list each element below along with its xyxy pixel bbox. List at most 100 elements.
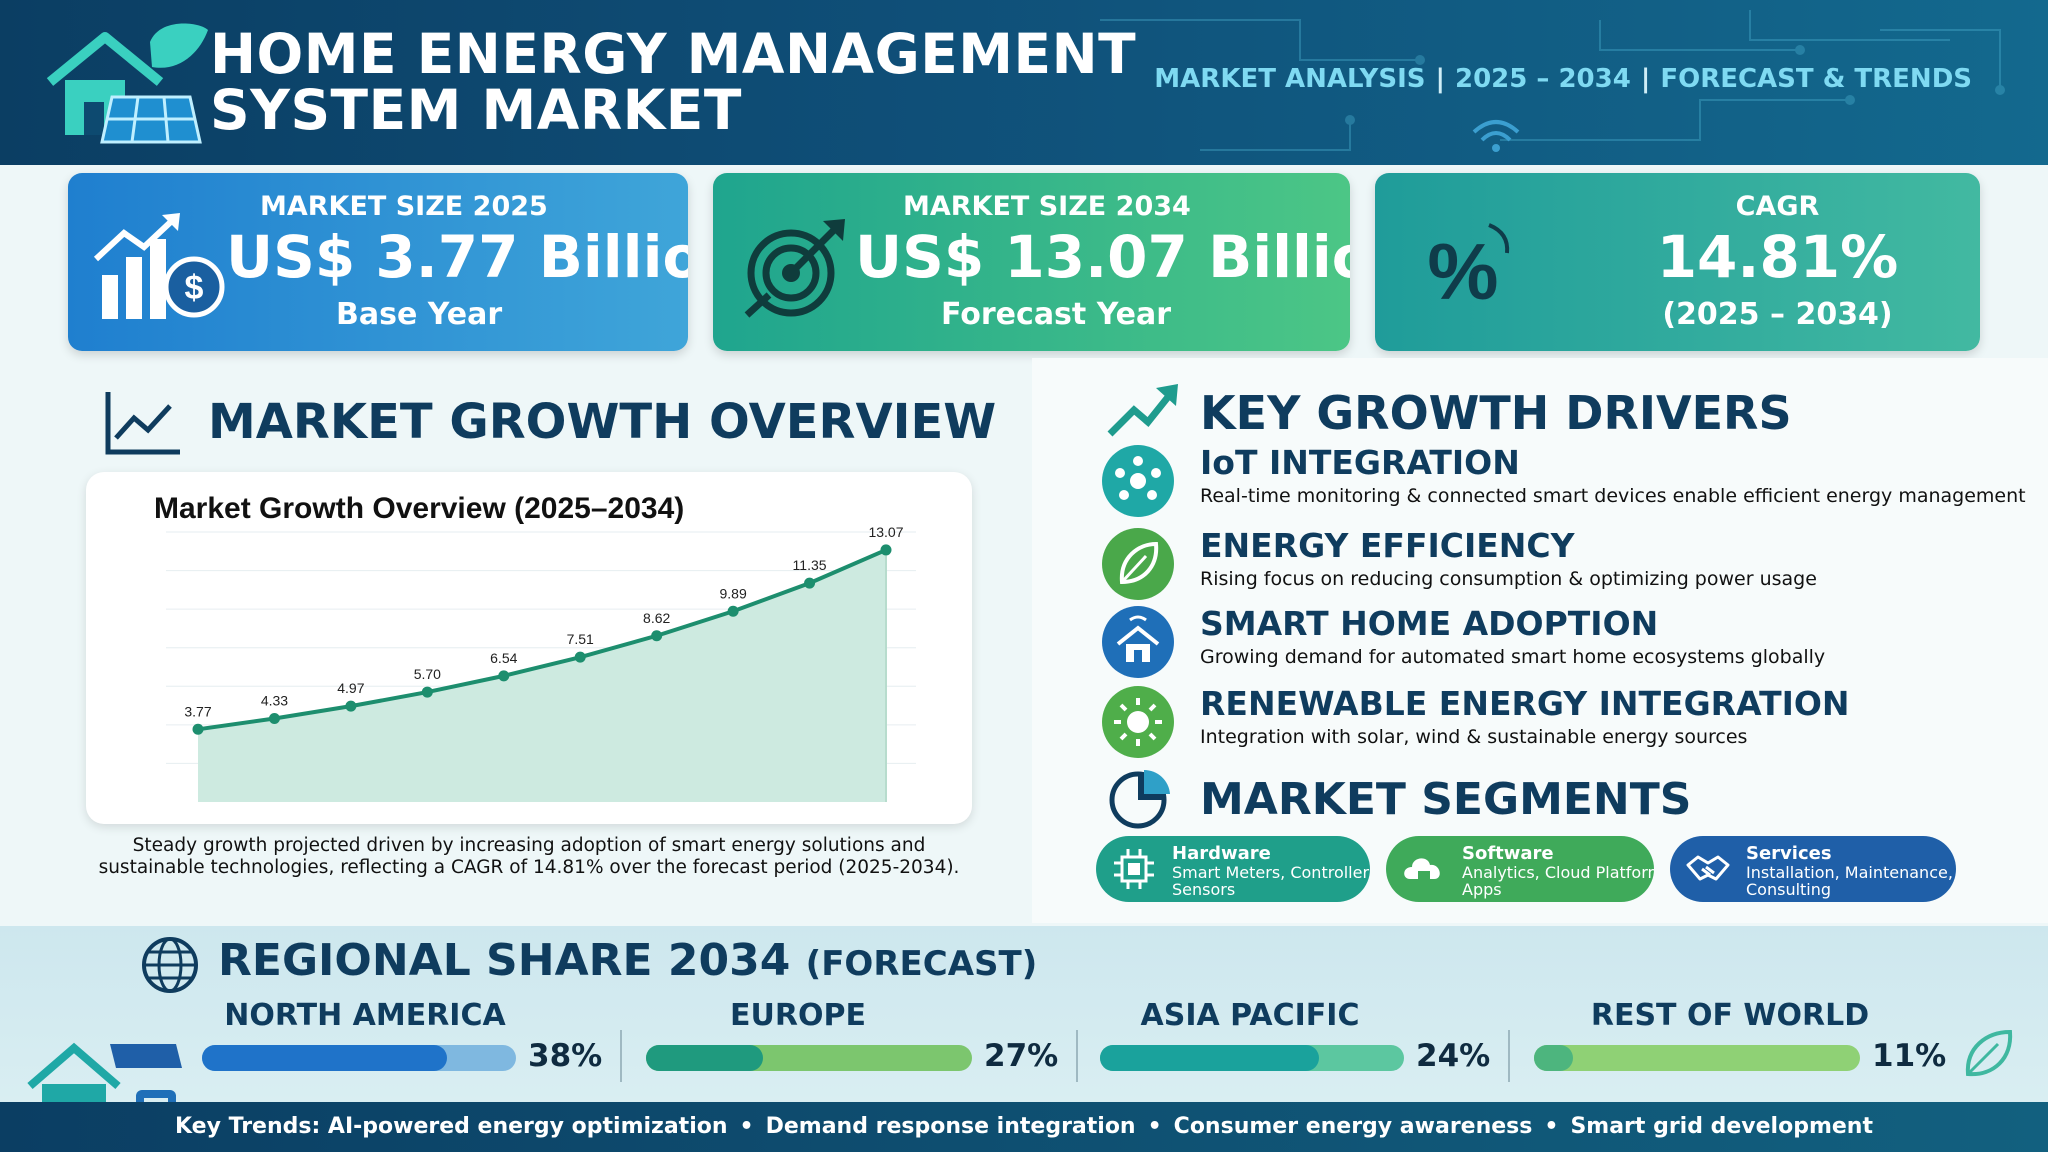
trend-item: Demand response integration (765, 1114, 1136, 1139)
title-line-1: HOME ENERGY MANAGEMENT (210, 22, 1137, 86)
trend-item: Consumer energy awareness (1173, 1114, 1533, 1139)
stat-value: US$ 3.77 Billion (226, 223, 688, 291)
region-name: NORTH AMERICA (224, 998, 506, 1033)
header-tagline: MARKET ANALYSIS | 2025 – 2034 | FORECAST & T… (1154, 64, 1972, 94)
chart-data-label: 11.35 (793, 557, 827, 573)
tag-separator: | (1435, 64, 1445, 94)
region-share-bar (1534, 1045, 1860, 1071)
footer-trends: Key Trends: AI-powered energy optimizati… (0, 1102, 2048, 1152)
regional-title-suffix: (FORECAST) (805, 944, 1038, 984)
region-share-fill (646, 1045, 764, 1071)
driver-title: SMART HOME ADOPTION (1200, 604, 1659, 643)
driver-title: IoT INTEGRATION (1200, 443, 1520, 482)
tag-forecast: FORECAST & TRENDS (1660, 64, 1972, 94)
circuit-pattern-decoration (1100, 10, 2005, 151)
stat-card-market-2034: MARKET SIZE 2034 US$ 13.07 Billion Forec… (713, 173, 1350, 351)
segments-section-title: MARKET SEGMENTS (1200, 774, 1692, 825)
trend-arrow-icon (1107, 384, 1178, 437)
regional-title-main: REGIONAL SHARE 2034 (218, 935, 791, 986)
region-name: REST OF WORLD (1590, 998, 1870, 1033)
region-share-fill (202, 1045, 447, 1071)
chart-data-label: 3.77 (184, 703, 211, 719)
growth-section-title: MARKET GROWTH OVERVIEW (208, 394, 997, 450)
segment-software: Software Analytics, Cloud Platforms, App… (1386, 836, 1654, 902)
growth-area-chart: 3.77 4.33 4.97 5.70 6.54 7.51 8.62 9.89 11.35 13.… (154, 492, 916, 802)
chart-data-label: 7.51 (567, 631, 594, 647)
chart-data-label: 6.54 (490, 650, 517, 666)
growth-chart-card: 3.77 4.33 4.97 5.70 6.54 7.51 8.62 9.89 11.35 13.… (86, 472, 972, 824)
header-banner: HOME ENERGY MANAGEMENT SYSTEM MARKET MAR… (0, 0, 2048, 165)
region-name: ASIA PACIFIC (1140, 998, 1360, 1033)
chart-data-label: 4.97 (337, 680, 364, 696)
driver-desc: Rising focus on reducing consumption & o… (1200, 568, 1817, 590)
regional-title: REGIONAL SHARE 2034 (FORECAST) (218, 935, 1037, 986)
segment-hardware: Hardware Smart Meters, Controllers, Sens… (1096, 836, 1370, 902)
stat-label: CAGR (1735, 191, 1820, 222)
chart-data-label: 13.07 (868, 524, 903, 540)
svg-text:%: % (1427, 227, 1498, 313)
driver-title: ENERGY EFFICIENCY (1200, 526, 1575, 565)
region-pct: 24% (1416, 1038, 1491, 1074)
chart-point (345, 700, 357, 712)
region-share-fill (1100, 1045, 1319, 1071)
chart-point (727, 605, 739, 617)
page-title: HOME ENERGY MANAGEMENT SYSTEM MARKET (210, 26, 1136, 138)
chart-point (498, 670, 510, 682)
stat-label: MARKET SIZE 2025 (260, 191, 548, 222)
growth-chart-icon (105, 392, 180, 455)
chart-series-line (197, 548, 887, 732)
wifi-icon (1472, 120, 1520, 152)
stat-card-market-2025: $ MARKET SIZE 2025 US$ 3.77 Billion Base… (68, 173, 688, 351)
leaf-icon (1102, 528, 1174, 600)
segment-title: Software (1462, 843, 1554, 864)
segment-desc: Smart Meters, Controllers, Sensors (1172, 863, 1370, 899)
regional-share-section (0, 926, 2048, 1102)
segment-desc: Installation, Maintenance, Consulting (1746, 863, 1953, 899)
trend-separator: • (1544, 1114, 1559, 1139)
title-line-2: SYSTEM MARKET (210, 78, 742, 142)
chart-data-label: 9.89 (719, 585, 746, 601)
region-share-bar (202, 1045, 516, 1071)
trend-item: Smart grid development (1570, 1114, 1873, 1139)
globe-icon (142, 937, 198, 993)
cloud-icon (1404, 858, 1440, 879)
chart-point (651, 630, 663, 642)
chart-point (192, 723, 204, 735)
stat-sub: Forecast Year (941, 297, 1172, 332)
chart-data-label: 4.33 (261, 692, 288, 708)
bar-chart-dollar-icon: $ (93, 213, 225, 319)
stat-card-cagr: % CAGR 14.81% (2025 – 2034) (1375, 173, 1980, 351)
stat-value: 14.81% (1656, 223, 1899, 291)
drivers-panel (1032, 358, 2048, 923)
chart-title: Market Growth Overview (2025–2034) (154, 492, 684, 525)
target-arrow-icon (744, 219, 845, 318)
sun-icon (1102, 686, 1174, 758)
region-pct: 27% (984, 1038, 1059, 1074)
chart-point (574, 651, 586, 663)
stat-sub: (2025 – 2034) (1662, 297, 1893, 332)
driver-desc: Real-time monitoring & connected smart d… (1200, 485, 2026, 507)
driver-desc: Integration with solar, wind & sustainab… (1200, 726, 1748, 748)
region-name: EUROPE (730, 998, 866, 1033)
percent-icon: % (1427, 223, 1510, 313)
region-share-bar (1100, 1045, 1404, 1071)
pie-chart-icon (1109, 769, 1170, 829)
chart-point (268, 712, 280, 724)
home-solar-logo-icon (46, 23, 208, 144)
tag-years: 2025 – 2034 (1454, 64, 1631, 94)
trend-separator: • (1147, 1114, 1162, 1139)
trend-separator: • (739, 1114, 754, 1139)
leaf-decoration-icon (1965, 1029, 2013, 1077)
segment-services: Services Installation, Maintenance, Cons… (1670, 836, 1956, 902)
smart-home-icon (1102, 606, 1174, 678)
chart-point (421, 686, 433, 698)
chart-data-label: 8.62 (643, 610, 670, 626)
segment-title: Hardware (1172, 843, 1271, 864)
chart-data-label: 5.70 (414, 666, 441, 682)
divider (1508, 1030, 1510, 1082)
stat-sub: Base Year (336, 297, 503, 332)
stat-label: MARKET SIZE 2034 (903, 191, 1191, 222)
handshake-icon (1686, 855, 1730, 881)
trend-item: Key Trends: AI-powered energy optimizati… (175, 1114, 728, 1139)
region-share-bar (646, 1045, 972, 1071)
